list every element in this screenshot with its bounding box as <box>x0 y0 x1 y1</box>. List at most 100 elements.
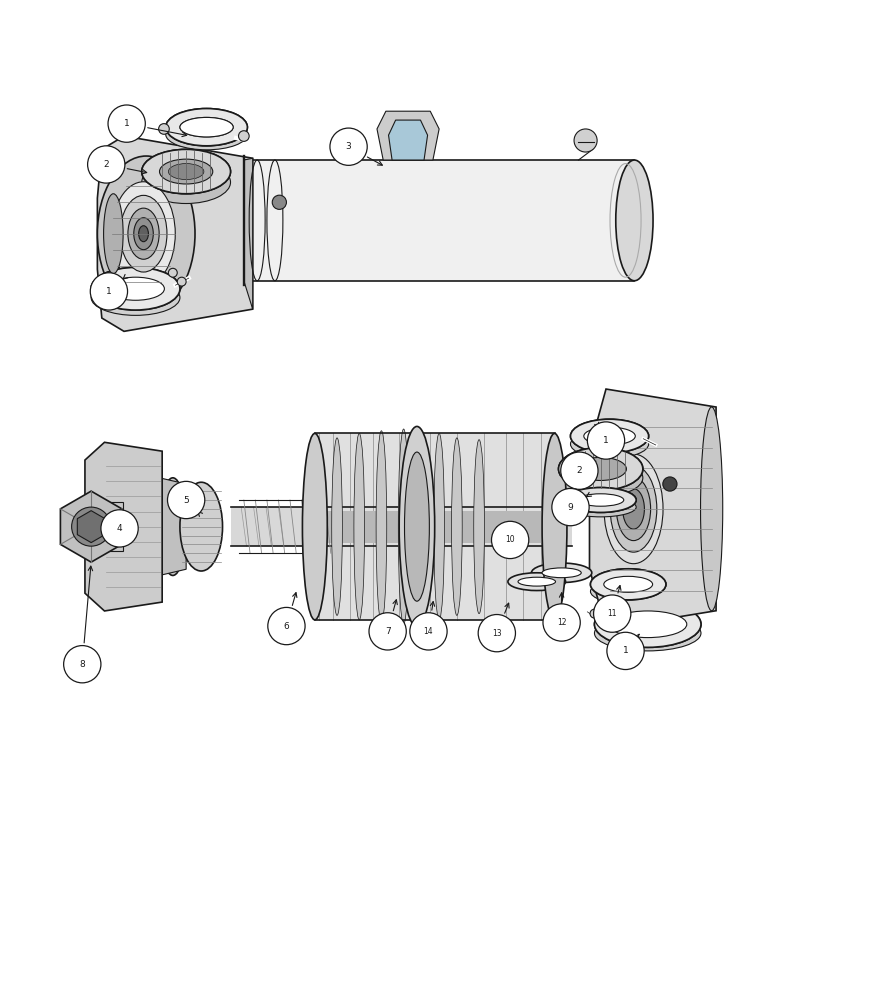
Ellipse shape <box>107 277 164 300</box>
Ellipse shape <box>134 218 153 250</box>
Text: 2: 2 <box>576 466 582 475</box>
Polygon shape <box>314 433 555 620</box>
Circle shape <box>599 602 607 611</box>
Ellipse shape <box>571 430 649 458</box>
Ellipse shape <box>604 454 663 564</box>
Circle shape <box>268 607 305 645</box>
Text: 12: 12 <box>557 618 566 627</box>
Ellipse shape <box>558 448 642 490</box>
Ellipse shape <box>404 452 429 601</box>
Circle shape <box>478 615 515 652</box>
Text: 14: 14 <box>424 627 434 636</box>
Circle shape <box>168 481 205 519</box>
Text: 1: 1 <box>124 119 130 128</box>
Ellipse shape <box>416 431 426 622</box>
Circle shape <box>330 128 367 165</box>
Ellipse shape <box>120 195 167 272</box>
Polygon shape <box>60 491 122 562</box>
Ellipse shape <box>434 433 444 620</box>
Ellipse shape <box>91 267 180 310</box>
Polygon shape <box>389 120 427 160</box>
Circle shape <box>101 510 138 547</box>
Text: 3: 3 <box>346 142 351 151</box>
Ellipse shape <box>139 226 149 242</box>
Ellipse shape <box>400 426 435 627</box>
Ellipse shape <box>542 568 582 578</box>
Ellipse shape <box>142 149 230 194</box>
Ellipse shape <box>578 494 624 506</box>
Ellipse shape <box>166 119 247 150</box>
Ellipse shape <box>474 440 485 614</box>
Polygon shape <box>159 478 186 575</box>
Ellipse shape <box>142 149 230 194</box>
Circle shape <box>409 613 447 650</box>
Ellipse shape <box>399 429 409 624</box>
Ellipse shape <box>508 573 565 591</box>
Ellipse shape <box>303 433 327 620</box>
Ellipse shape <box>571 419 649 453</box>
Text: 1: 1 <box>106 287 112 296</box>
Polygon shape <box>590 389 716 629</box>
Text: 5: 5 <box>184 496 189 505</box>
Ellipse shape <box>610 466 657 552</box>
Circle shape <box>159 124 169 134</box>
Circle shape <box>369 613 406 650</box>
Polygon shape <box>244 158 253 309</box>
Polygon shape <box>77 511 105 543</box>
Ellipse shape <box>142 161 230 204</box>
Circle shape <box>90 273 127 310</box>
Ellipse shape <box>91 280 180 315</box>
Ellipse shape <box>616 160 653 281</box>
Ellipse shape <box>180 482 222 571</box>
Ellipse shape <box>616 477 650 541</box>
Text: 1: 1 <box>603 436 609 445</box>
Ellipse shape <box>376 431 387 622</box>
Polygon shape <box>98 136 253 331</box>
Circle shape <box>64 646 101 683</box>
Circle shape <box>177 277 186 286</box>
Polygon shape <box>85 442 162 611</box>
Polygon shape <box>244 160 634 281</box>
Circle shape <box>607 632 644 670</box>
Ellipse shape <box>575 457 626 480</box>
Circle shape <box>492 521 529 559</box>
Circle shape <box>593 595 631 632</box>
Text: 8: 8 <box>80 660 85 669</box>
Ellipse shape <box>571 419 649 453</box>
Ellipse shape <box>128 208 159 259</box>
Text: 10: 10 <box>505 535 515 544</box>
Ellipse shape <box>168 164 204 180</box>
Ellipse shape <box>594 601 701 647</box>
Ellipse shape <box>518 577 556 586</box>
Ellipse shape <box>590 579 666 604</box>
Text: 11: 11 <box>607 609 617 618</box>
Circle shape <box>272 195 287 209</box>
Polygon shape <box>230 507 573 546</box>
Polygon shape <box>85 502 123 551</box>
Ellipse shape <box>584 427 635 445</box>
Text: 4: 4 <box>116 524 123 533</box>
Circle shape <box>588 422 625 459</box>
Ellipse shape <box>112 182 176 286</box>
Ellipse shape <box>104 194 123 274</box>
Ellipse shape <box>608 611 686 638</box>
Ellipse shape <box>159 159 212 184</box>
Circle shape <box>108 105 145 142</box>
Ellipse shape <box>159 478 186 575</box>
Circle shape <box>543 604 581 641</box>
Ellipse shape <box>558 459 642 496</box>
Circle shape <box>663 477 677 491</box>
Ellipse shape <box>166 109 247 146</box>
Ellipse shape <box>332 438 342 615</box>
Ellipse shape <box>180 117 233 137</box>
Ellipse shape <box>180 117 233 137</box>
Ellipse shape <box>623 489 644 529</box>
Ellipse shape <box>98 156 195 311</box>
Ellipse shape <box>354 433 365 620</box>
Ellipse shape <box>594 601 701 647</box>
Circle shape <box>72 507 111 546</box>
Text: 1: 1 <box>623 646 628 655</box>
Text: 13: 13 <box>492 629 502 638</box>
Ellipse shape <box>565 488 636 512</box>
Ellipse shape <box>542 433 567 620</box>
